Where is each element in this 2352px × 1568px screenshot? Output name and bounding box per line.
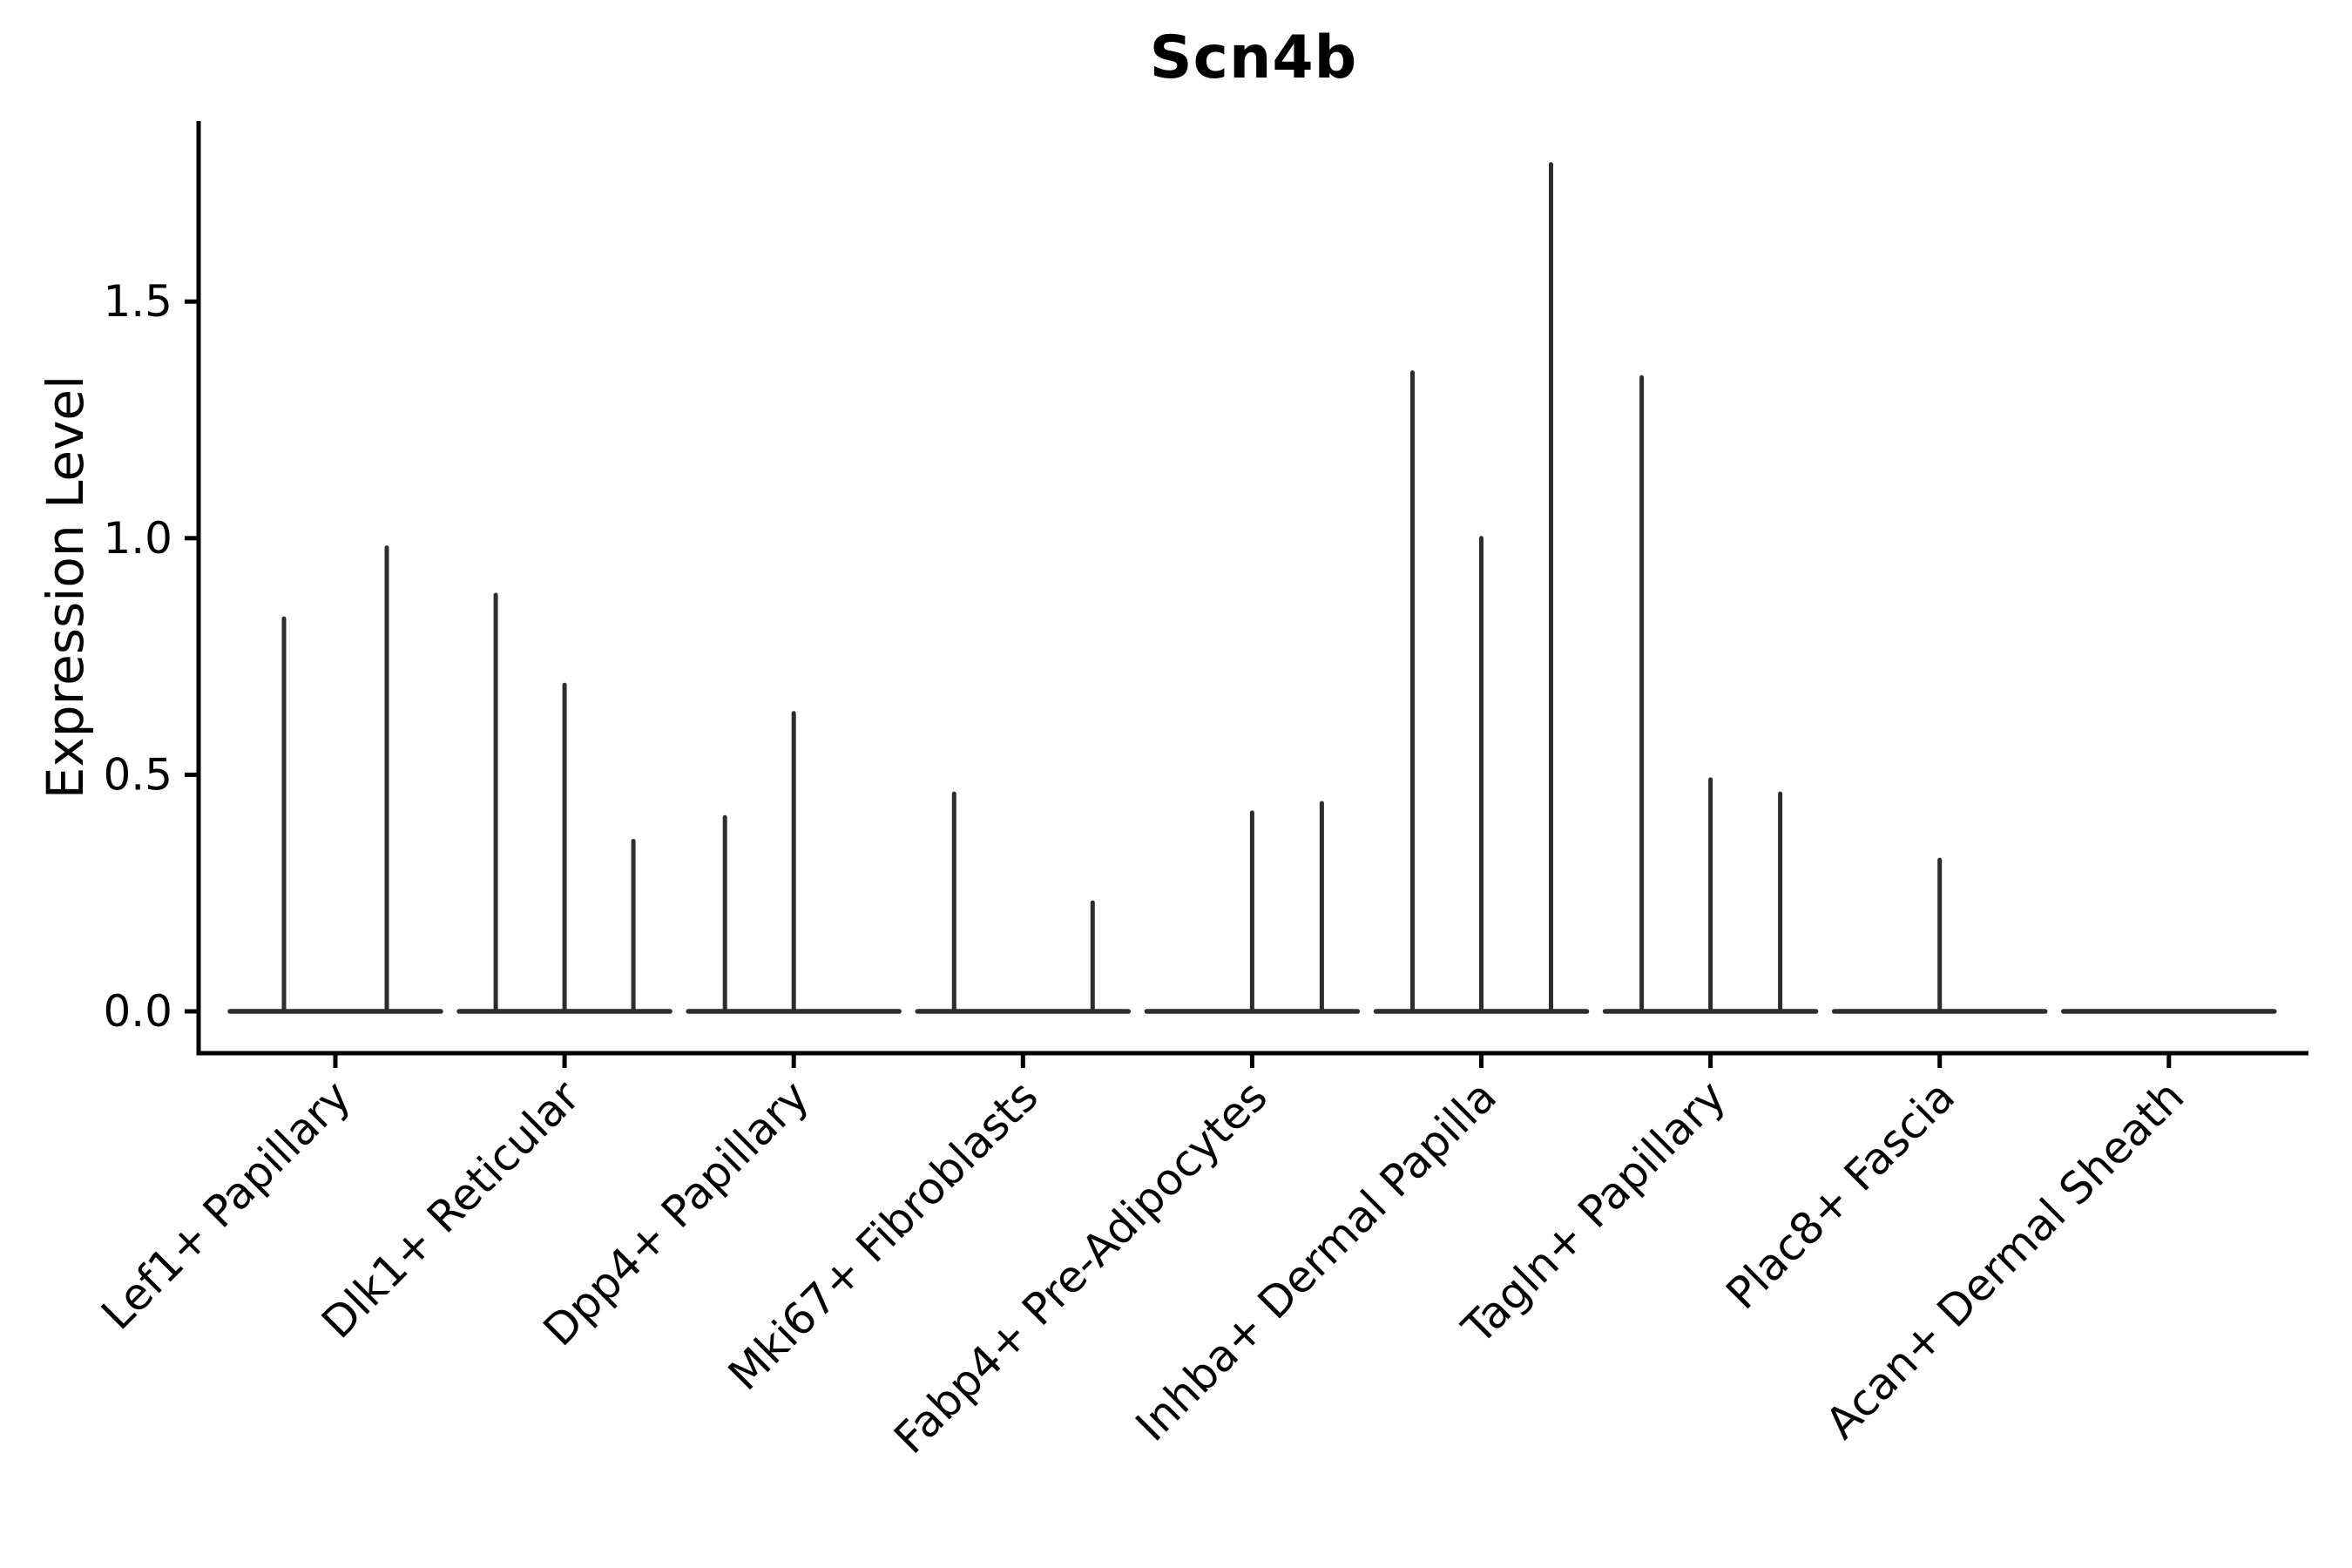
x-tick-label: Lef1+ Papillary xyxy=(91,1071,360,1339)
chart-title: Scn4b xyxy=(1149,24,1358,92)
y-tick-label: 0.5 xyxy=(103,749,172,800)
y-tick-label: 1.0 xyxy=(103,513,172,564)
y-tick-label: 0.0 xyxy=(103,986,172,1037)
x-tick-label: Fabp4+ Pre-Adipocytes xyxy=(884,1071,1277,1463)
x-tick-label: Plac8+ Fascia xyxy=(1716,1071,1964,1319)
y-tick-label: 1.5 xyxy=(103,276,172,327)
